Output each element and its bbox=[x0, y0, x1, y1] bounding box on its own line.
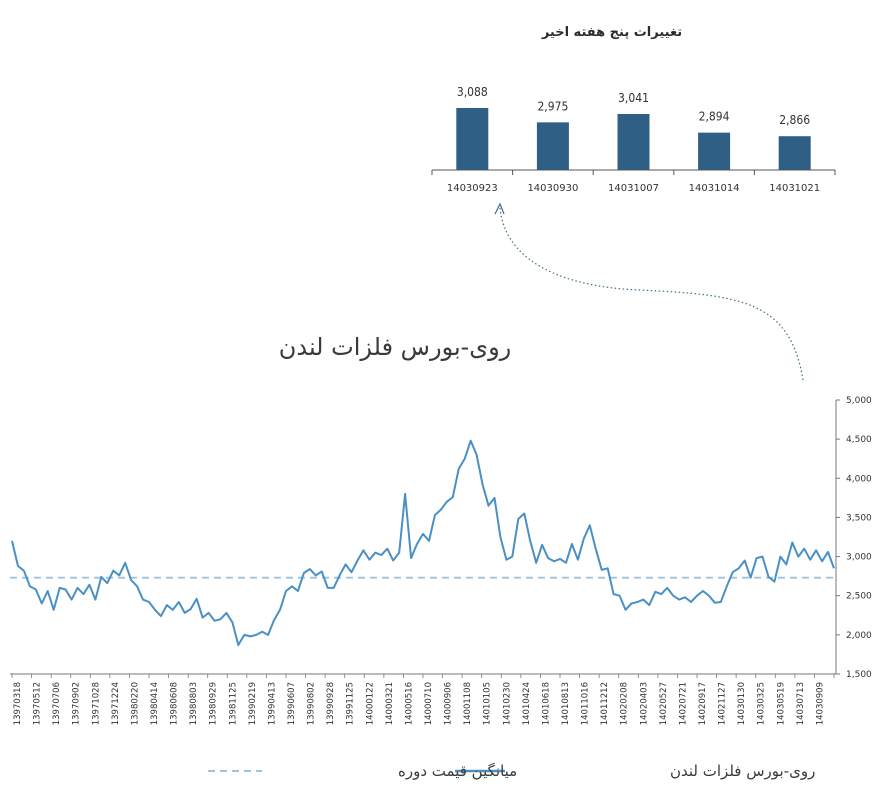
y-tick-label: 2,500 bbox=[846, 592, 872, 602]
bar-category-label: 14031007 bbox=[608, 183, 659, 194]
bar bbox=[536, 122, 569, 170]
bar-value-label: 2,866 bbox=[779, 113, 810, 127]
y-tick-label: 3,500 bbox=[846, 513, 872, 523]
price-line bbox=[11, 439, 835, 646]
y-tick-label: 2,000 bbox=[846, 631, 872, 641]
x-tick-label: 14030130 bbox=[737, 682, 747, 725]
bar bbox=[778, 136, 811, 170]
x-tick-label: 14011016 bbox=[581, 682, 591, 725]
y-tick-label: 3,000 bbox=[846, 553, 872, 563]
bar-value-label: 3,041 bbox=[618, 91, 649, 105]
x-tick-label: 14010618 bbox=[541, 682, 551, 725]
x-tick-label: 14020403 bbox=[639, 682, 649, 725]
legend-label-average: میانگین قیمت دوره bbox=[398, 762, 517, 780]
x-tick-label: 14000710 bbox=[424, 682, 434, 725]
x-tick-label: 14010230 bbox=[502, 682, 512, 725]
x-tick-label: 13970706 bbox=[52, 682, 62, 725]
x-tick-label: 14011212 bbox=[600, 682, 610, 725]
y-axis-ticks: 1,500 2,000 2,500 3,000 3,500 4,000 4,500 5,000 bbox=[836, 396, 872, 680]
x-tick-label: 14000122 bbox=[365, 682, 375, 725]
x-tick-label: 13980220 bbox=[130, 682, 140, 725]
x-tick-label: 13971028 bbox=[91, 682, 101, 725]
bar-category-label: 14030923 bbox=[447, 183, 498, 194]
x-tick-label: 14000906 bbox=[444, 682, 454, 725]
x-tick-label: 14030909 bbox=[815, 682, 825, 725]
bar-category-label: 14031021 bbox=[769, 183, 820, 194]
x-tick-label: 14030519 bbox=[776, 682, 786, 725]
x-tick-label: 14010424 bbox=[522, 682, 532, 725]
x-tick-label: 14000516 bbox=[404, 682, 414, 725]
x-tick-label: 14030325 bbox=[757, 682, 767, 725]
y-tick-label: 4,000 bbox=[846, 474, 872, 484]
x-tick-label: 13970902 bbox=[72, 682, 82, 725]
x-axis-ticks: 13970318 13970512 13970706 13970902 13971028… bbox=[11, 674, 835, 725]
x-tick-label: 13981125 bbox=[228, 682, 238, 725]
x-tick-label: 14020527 bbox=[659, 682, 669, 725]
line-chart-title: روی-بورس فلزات لندن bbox=[279, 333, 512, 361]
bar-category-label: 14030930 bbox=[527, 183, 578, 194]
x-tick-label: 14030713 bbox=[796, 682, 806, 725]
x-tick-label: 13970318 bbox=[13, 682, 23, 725]
x-tick-label: 13990607 bbox=[287, 682, 297, 725]
x-tick-label: 14010813 bbox=[561, 682, 571, 725]
legend: روی-بورس فلزات لندن میانگین قیمت دوره bbox=[208, 762, 815, 780]
bar bbox=[698, 132, 731, 170]
bar-value-label: 3,088 bbox=[457, 85, 488, 99]
x-tick-label: 14020208 bbox=[620, 682, 630, 725]
x-tick-label: 14021127 bbox=[718, 682, 728, 725]
x-tick-label: 13980608 bbox=[170, 682, 180, 725]
x-tick-label: 14020917 bbox=[698, 682, 708, 725]
x-tick-label: 13980929 bbox=[209, 682, 219, 725]
y-tick-label: 1,500 bbox=[846, 670, 872, 680]
x-tick-label: 13980414 bbox=[150, 682, 160, 725]
x-tick-label: 14000321 bbox=[385, 682, 395, 725]
x-tick-label: 13970512 bbox=[33, 682, 43, 725]
bar bbox=[456, 108, 489, 170]
x-tick-label: 13971224 bbox=[111, 682, 121, 725]
bar-x-ticks bbox=[431, 170, 836, 175]
x-tick-label: 13991125 bbox=[346, 682, 356, 725]
line-chart: روی-بورس فلزات لندن 1,500 2,000 2,500 3,000… bbox=[10, 333, 872, 725]
x-tick-label: 13990802 bbox=[307, 682, 317, 725]
x-tick-label: 13990928 bbox=[326, 682, 336, 725]
bar-series: 3,088 2,975 3,041 2,894 2,866 bbox=[456, 85, 811, 170]
x-tick-label: 13990219 bbox=[248, 682, 258, 725]
x-tick-label: 13990413 bbox=[267, 682, 277, 725]
bar-category-label: 14031014 bbox=[689, 183, 740, 194]
x-tick-label: 14001108 bbox=[463, 682, 473, 725]
x-tick-label: 14010105 bbox=[483, 682, 493, 725]
y-tick-label: 4,500 bbox=[846, 435, 872, 445]
bar-category-labels: 14030923 14030930 14031007 14031014 14031021 bbox=[447, 183, 820, 194]
connector-arrow bbox=[494, 202, 804, 381]
x-tick-label: 14020721 bbox=[678, 682, 688, 725]
price-line-group bbox=[11, 439, 835, 646]
bar-value-label: 2,975 bbox=[537, 99, 568, 113]
y-tick-label: 5,000 bbox=[846, 396, 872, 406]
x-tick-label: 13980803 bbox=[189, 682, 199, 725]
bar bbox=[617, 113, 650, 170]
bar-chart-title: تغییرات پنج هفته اخیر bbox=[541, 25, 682, 40]
bar-value-label: 2,894 bbox=[699, 110, 730, 124]
bar-chart: تغییرات پنج هفته اخیر 3,088 2,975 3,041 2,8… bbox=[431, 25, 836, 194]
legend-label-price: روی-بورس فلزات لندن bbox=[670, 762, 815, 780]
